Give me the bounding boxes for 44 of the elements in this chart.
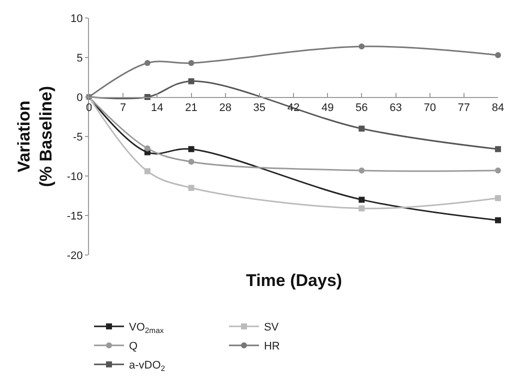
point (144, 145, 150, 152)
x-tick-label: 63 (390, 102, 402, 114)
y-tick-label: 10 (70, 12, 83, 25)
point (188, 184, 194, 191)
x-tick-label: 21 (185, 102, 198, 114)
x-tick-label: 56 (356, 102, 368, 114)
y-tick-label: -5 (73, 131, 83, 144)
point (358, 43, 365, 50)
legend-label: HR (264, 340, 280, 353)
point (495, 167, 501, 174)
legend-label: a-vDO$_{2}$ (129, 360, 166, 373)
x-tick-label: 0 (86, 102, 92, 114)
point (188, 146, 194, 152)
x-tick-label: 49 (321, 102, 334, 114)
point (358, 167, 365, 174)
y-tick-label: 0 (76, 92, 83, 104)
point (144, 168, 150, 174)
y-tick-label: -15 (66, 210, 83, 222)
point (358, 196, 365, 203)
point (144, 60, 150, 66)
x-tick-label: 70 (424, 102, 436, 114)
legend-label: VO$_{2max}$ (129, 322, 164, 335)
x-tick-label: 35 (253, 102, 266, 114)
point (358, 205, 365, 212)
y-tick-label: -20 (66, 250, 83, 262)
point (495, 52, 501, 58)
point (188, 158, 194, 165)
legend-label: Q (129, 340, 138, 353)
point (495, 146, 501, 152)
point (188, 78, 194, 84)
x-tick-label: 7 (120, 102, 126, 114)
legend-label: SV (264, 322, 280, 334)
point (188, 60, 194, 66)
y-tick-label: 5 (76, 52, 83, 64)
point (495, 195, 501, 202)
y-axis-title: Variation (% Baseline) (14, 86, 56, 188)
x-tick-label: 77 (458, 102, 470, 114)
point (495, 217, 501, 224)
x-tick-label: 84 (492, 102, 504, 114)
y-tick-label: -10 (66, 170, 83, 183)
x-axis-title: Time (Days) (246, 271, 342, 290)
x-tick-label: 28 (219, 102, 232, 114)
x-tick-label: 14 (151, 102, 164, 114)
point (358, 126, 365, 132)
